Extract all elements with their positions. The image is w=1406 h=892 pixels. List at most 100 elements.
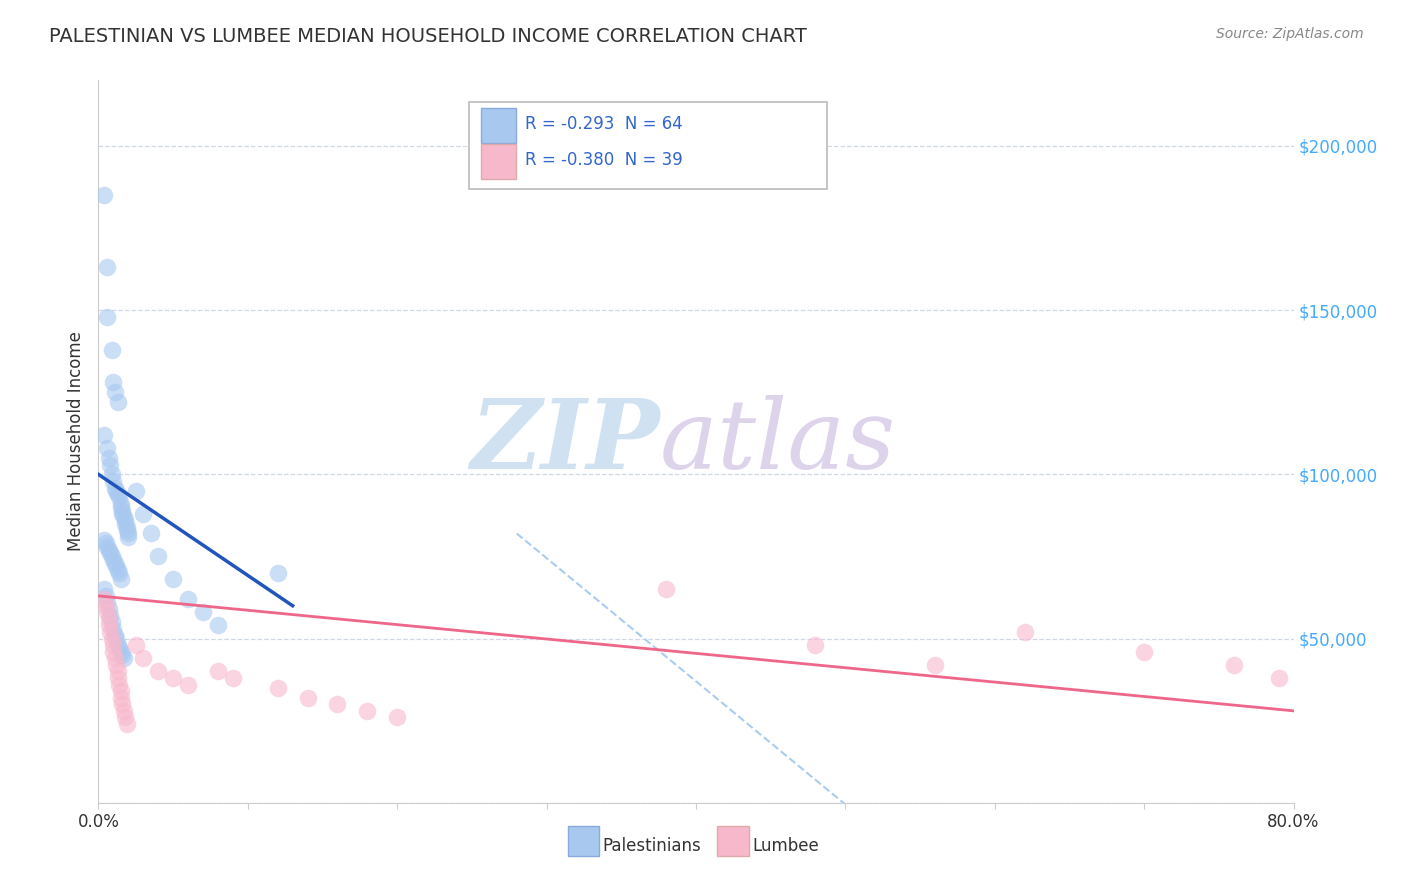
Point: [104, 628, 127, 642]
Point: [104, 385, 127, 400]
Point: [110, 573, 132, 587]
Point: [108, 491, 131, 505]
Point: [98, 546, 122, 560]
Point: [125, 638, 148, 652]
Point: [105, 559, 128, 574]
Point: [162, 573, 184, 587]
Point: [107, 487, 129, 501]
Point: [110, 684, 132, 698]
Point: [107, 563, 129, 577]
Text: R = -0.293  N = 64: R = -0.293 N = 64: [524, 115, 683, 133]
Point: [96, 540, 118, 554]
Point: [107, 665, 129, 679]
Point: [297, 690, 319, 705]
Point: [267, 681, 290, 695]
Point: [108, 641, 131, 656]
Point: [103, 645, 125, 659]
Point: [655, 582, 678, 597]
Point: [96, 595, 118, 609]
Point: [112, 510, 135, 524]
Point: [94, 589, 117, 603]
Point: [111, 648, 134, 662]
Point: [97, 542, 120, 557]
Point: [105, 632, 128, 646]
Point: [107, 395, 129, 409]
Point: [108, 677, 131, 691]
Point: [1014, 625, 1036, 640]
Point: [104, 651, 127, 665]
Point: [107, 671, 129, 685]
Point: [804, 638, 827, 652]
Point: [97, 618, 120, 632]
Point: [207, 618, 229, 632]
Point: [96, 441, 118, 455]
Point: [101, 467, 124, 482]
Text: R = -0.380  N = 39: R = -0.380 N = 39: [524, 151, 683, 169]
Point: [148, 665, 170, 679]
Point: [222, 671, 245, 685]
Point: [97, 450, 120, 465]
Point: [924, 657, 946, 672]
Point: [267, 566, 290, 580]
Point: [98, 625, 122, 640]
Point: [132, 507, 155, 521]
Text: Palestinians: Palestinians: [603, 838, 702, 855]
Point: [103, 376, 125, 390]
Point: [103, 474, 125, 488]
Point: [101, 632, 124, 646]
Point: [125, 483, 148, 498]
Point: [148, 549, 170, 564]
Text: atlas: atlas: [661, 394, 896, 489]
Point: [94, 536, 117, 550]
Point: [98, 458, 122, 472]
Point: [162, 671, 184, 685]
Point: [177, 592, 200, 607]
Point: [117, 530, 139, 544]
Point: [112, 704, 135, 718]
Point: [101, 343, 124, 357]
Point: [111, 507, 134, 521]
Point: [132, 651, 155, 665]
Point: [105, 657, 128, 672]
FancyBboxPatch shape: [481, 108, 516, 143]
Point: [97, 612, 120, 626]
Point: [110, 690, 132, 705]
Point: [108, 566, 131, 580]
Point: [107, 638, 129, 652]
Point: [356, 704, 378, 718]
Point: [101, 615, 124, 630]
Point: [97, 602, 120, 616]
Text: PALESTINIAN VS LUMBEE MEDIAN HOUSEHOLD INCOME CORRELATION CHART: PALESTINIAN VS LUMBEE MEDIAN HOUSEHOLD I…: [49, 27, 807, 45]
Text: Source: ZipAtlas.com: Source: ZipAtlas.com: [1216, 27, 1364, 41]
FancyBboxPatch shape: [568, 826, 599, 856]
Point: [139, 526, 162, 541]
Point: [115, 520, 138, 534]
FancyBboxPatch shape: [470, 102, 827, 189]
Point: [1267, 671, 1289, 685]
Point: [103, 638, 125, 652]
Point: [94, 599, 117, 613]
Point: [96, 310, 118, 324]
Point: [110, 500, 132, 515]
Point: [93, 582, 115, 597]
Point: [114, 710, 136, 724]
Point: [103, 553, 125, 567]
Point: [207, 665, 229, 679]
FancyBboxPatch shape: [717, 826, 748, 856]
Point: [110, 497, 132, 511]
Point: [326, 698, 349, 712]
Point: [114, 516, 136, 531]
Point: [93, 428, 115, 442]
Point: [115, 717, 138, 731]
Point: [98, 608, 122, 623]
Point: [101, 549, 124, 564]
Point: [104, 481, 127, 495]
Point: [110, 645, 132, 659]
Point: [117, 526, 139, 541]
Point: [191, 605, 214, 619]
Point: [93, 188, 115, 202]
Point: [114, 513, 136, 527]
Point: [115, 523, 138, 537]
Point: [111, 698, 134, 712]
Point: [93, 533, 115, 547]
